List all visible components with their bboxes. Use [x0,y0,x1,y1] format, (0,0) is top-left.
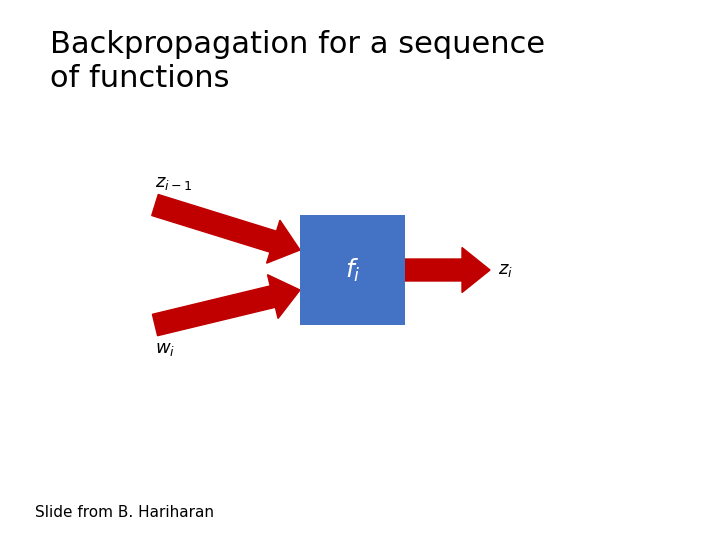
Text: $z_{i-1}$: $z_{i-1}$ [155,174,192,192]
Text: $w_i$: $w_i$ [155,340,175,358]
Text: Slide from B. Hariharan: Slide from B. Hariharan [35,505,214,520]
FancyBboxPatch shape [300,215,405,325]
Text: $f_i$: $f_i$ [345,256,360,284]
Text: $z_i$: $z_i$ [498,261,513,279]
FancyArrow shape [152,194,300,263]
FancyArrow shape [153,275,300,336]
Text: Backpropagation for a sequence
of functions: Backpropagation for a sequence of functi… [50,30,545,92]
FancyArrow shape [405,247,490,293]
